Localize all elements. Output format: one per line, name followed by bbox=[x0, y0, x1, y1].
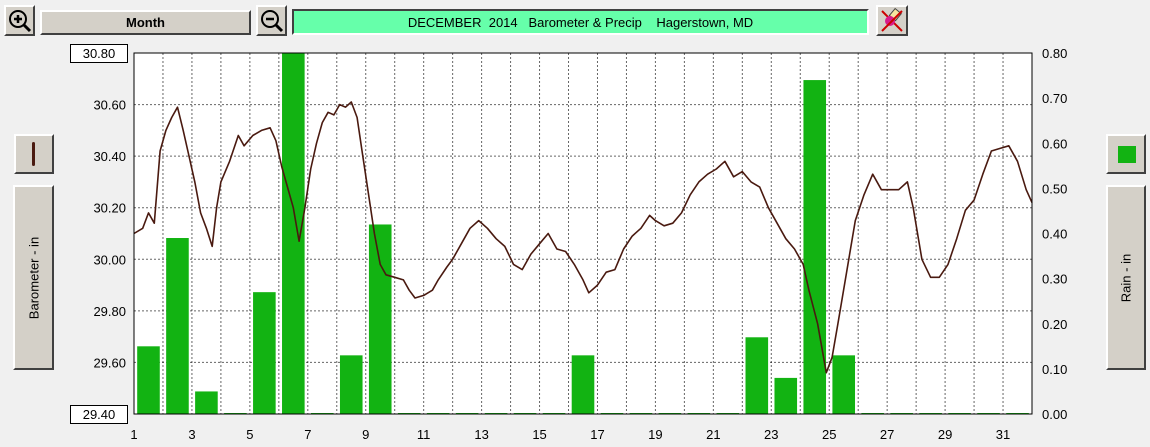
rain-bar bbox=[658, 413, 682, 414]
rain-series-button[interactable] bbox=[1106, 134, 1146, 174]
rain-bar bbox=[745, 337, 769, 414]
rain-bar bbox=[513, 413, 537, 414]
right-tick-label: 0.80 bbox=[1042, 46, 1067, 61]
right-tick-label: 0.60 bbox=[1042, 136, 1067, 151]
rain-bar bbox=[426, 413, 450, 414]
x-tick-label: 9 bbox=[362, 427, 369, 442]
right-tick-label: 0.20 bbox=[1042, 317, 1067, 332]
rain-bar bbox=[832, 355, 856, 414]
eraser-icon bbox=[881, 7, 903, 32]
right-tick-label: 0.00 bbox=[1042, 407, 1067, 422]
rain-bar bbox=[977, 413, 1000, 414]
x-tick-label: 7 bbox=[304, 427, 311, 442]
rain-bar bbox=[397, 413, 421, 414]
rain-axis-label: Rain - in bbox=[1118, 253, 1134, 302]
right-tick-label: 0.70 bbox=[1042, 91, 1067, 106]
chart-title: DECEMBER 2014 Barometer & Precip Hagerst… bbox=[292, 9, 869, 35]
rain-bar bbox=[716, 413, 740, 414]
x-tick-label: 27 bbox=[880, 427, 894, 442]
x-tick-label: 15 bbox=[532, 427, 546, 442]
rain-bar bbox=[890, 413, 913, 414]
zoom-in-icon bbox=[8, 9, 31, 32]
zoom-out-button[interactable] bbox=[256, 5, 287, 36]
rain-bar bbox=[687, 413, 711, 414]
rain-bar bbox=[368, 224, 392, 414]
pressure-line bbox=[133, 101, 1033, 374]
rain-bar bbox=[224, 413, 247, 414]
x-tick-label: 25 bbox=[822, 427, 836, 442]
left-tick-label: 30.40 bbox=[93, 149, 126, 164]
plot-area bbox=[134, 53, 1032, 414]
x-tick-label: 3 bbox=[188, 427, 195, 442]
left-tick-label: 30.60 bbox=[93, 98, 126, 113]
rain-axis-button[interactable]: Rain - in bbox=[1106, 185, 1146, 370]
rain-bar bbox=[166, 238, 189, 414]
left-tick-label: 29.60 bbox=[93, 355, 126, 370]
x-tick-label: 17 bbox=[590, 427, 604, 442]
rain-bar bbox=[542, 413, 566, 414]
rain-bar bbox=[339, 355, 363, 414]
left-axis-min-box[interactable]: 29.40 bbox=[70, 405, 128, 424]
left-axis-max-box[interactable]: 30.80 bbox=[70, 44, 128, 63]
x-tick-label: 23 bbox=[764, 427, 778, 442]
left-tick-label: 29.80 bbox=[93, 304, 126, 319]
rain-bar bbox=[1006, 413, 1029, 414]
period-button[interactable]: Month bbox=[40, 10, 251, 35]
rain-bar bbox=[310, 413, 334, 414]
rain-bar bbox=[803, 80, 827, 414]
right-tick-label: 0.30 bbox=[1042, 272, 1067, 287]
barometer-axis-button[interactable]: Barometer - in bbox=[13, 185, 54, 370]
line-swatch-icon bbox=[32, 142, 35, 166]
rain-bar bbox=[282, 53, 305, 414]
plot-frame bbox=[133, 52, 1033, 415]
x-tick-label: 21 bbox=[706, 427, 720, 442]
x-tick-label: 5 bbox=[246, 427, 253, 442]
rain-bar bbox=[774, 377, 798, 414]
zoom-in-button[interactable] bbox=[4, 5, 35, 36]
rain-bar bbox=[948, 413, 971, 414]
rain-bar bbox=[629, 413, 653, 414]
x-tick-label: 13 bbox=[474, 427, 488, 442]
x-tick-label: 11 bbox=[417, 427, 431, 442]
rain-bar bbox=[571, 355, 595, 414]
x-tick-label: 29 bbox=[938, 427, 952, 442]
rain-bar bbox=[195, 391, 218, 414]
rain-bar bbox=[484, 413, 508, 414]
right-tick-label: 0.40 bbox=[1042, 227, 1067, 242]
rain-bar bbox=[600, 413, 624, 414]
x-tick-label: 19 bbox=[648, 427, 662, 442]
rain-bar bbox=[137, 346, 160, 414]
left-tick-label: 30.20 bbox=[93, 201, 126, 216]
right-tick-label: 0.50 bbox=[1042, 181, 1067, 196]
barometer-axis-label: Barometer - in bbox=[26, 236, 41, 319]
pressure-series-button[interactable] bbox=[14, 134, 54, 174]
bar-swatch-icon bbox=[1118, 146, 1136, 163]
rain-bar bbox=[861, 413, 884, 414]
x-tick-label: 31 bbox=[996, 427, 1010, 442]
rain-bar bbox=[919, 413, 942, 414]
clear-button[interactable] bbox=[876, 5, 908, 36]
zoom-out-icon bbox=[260, 9, 283, 32]
left-tick-label: 30.00 bbox=[93, 252, 126, 267]
rain-bar bbox=[253, 292, 276, 414]
right-tick-label: 0.10 bbox=[1042, 362, 1067, 377]
x-tick-label: 1 bbox=[130, 427, 137, 442]
rain-bar bbox=[455, 413, 479, 414]
